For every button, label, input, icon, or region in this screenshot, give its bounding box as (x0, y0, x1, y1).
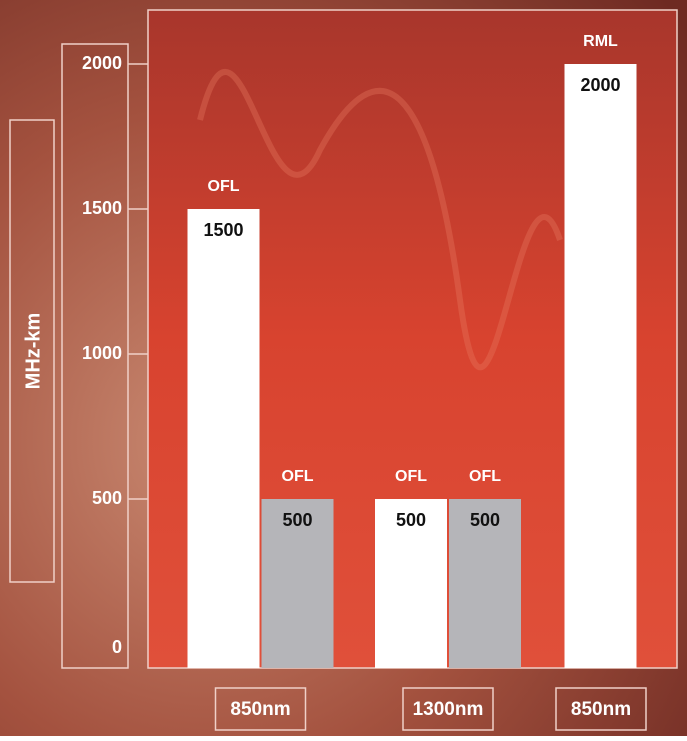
bar (375, 499, 447, 668)
bar (261, 499, 334, 668)
bar-annotation: OFL (208, 178, 240, 195)
category-box (214, 687, 307, 731)
y-tick-label: 1500 (82, 198, 122, 218)
bar (564, 64, 637, 668)
bar (449, 499, 521, 668)
y-tick-label: 1000 (82, 343, 122, 363)
decoration (197, 69, 563, 371)
y-label-box (9, 119, 55, 583)
y-tick-label: 0 (112, 637, 122, 657)
category-box (555, 687, 647, 731)
bar-annotation: OFL (282, 468, 314, 485)
y-axis-label: MHz-km (22, 313, 44, 390)
value-label: 2000 (580, 75, 620, 95)
value-label: 1500 (203, 220, 243, 240)
bar-annotation: OFL (469, 468, 501, 485)
y-axis-box (61, 43, 129, 669)
category-box (402, 687, 494, 731)
value-label: 500 (470, 510, 500, 530)
value-label: 500 (396, 510, 426, 530)
x-tick-label: 850nm (571, 699, 631, 720)
bar-annotation: RML (583, 33, 618, 50)
bar-annotation: OFL (395, 468, 427, 485)
y-tick-label: 500 (92, 488, 122, 508)
x-tick-label: 1300nm (413, 699, 484, 720)
value-label: 500 (282, 510, 312, 530)
y-tick-label: 2000 (82, 53, 122, 73)
bar (187, 209, 260, 668)
x-tick-label: 850nm (230, 699, 290, 720)
